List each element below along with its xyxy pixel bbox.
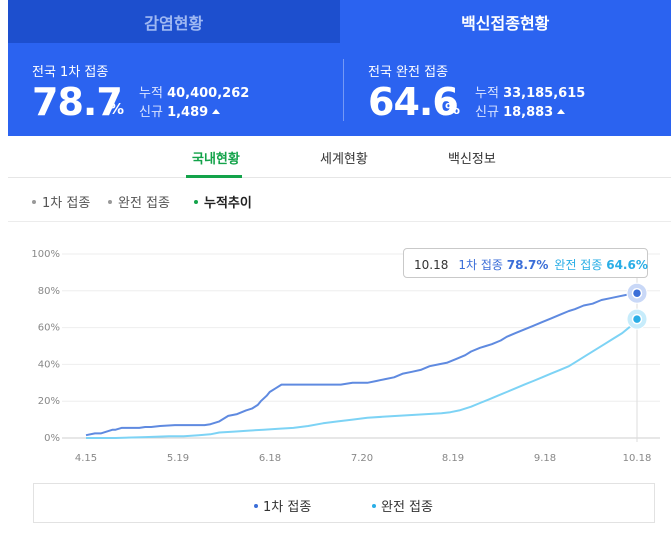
- legend-label: 완전 접종: [381, 500, 433, 515]
- first-dose-unit: %: [109, 100, 125, 118]
- vaccination-stats-panel: 전국 1차 접종 78.7 % 누적 40,400,262 신규 1,489 전…: [8, 43, 671, 136]
- filter-label: 완전 접종: [118, 196, 170, 211]
- increase-triangle-icon: [557, 109, 566, 114]
- chart-svg: 100% 80% 60% 40% 20% 0% 4.15 5.19 6.18 7.20 8.19 9.…: [31, 249, 660, 464]
- tooltip-date: 10.18: [414, 258, 449, 272]
- new-value: 1,489: [167, 105, 209, 120]
- x-tick-label: 5.19: [167, 453, 189, 464]
- tooltip-first-dose: 1차 접종 78.7%: [458, 258, 548, 272]
- new-label: 신규: [139, 105, 163, 120]
- legend-first-dose[interactable]: 1차 접종: [254, 496, 311, 515]
- subtab-active-underline: [186, 175, 242, 178]
- cumulative-label: 누적: [139, 86, 163, 101]
- sub-tab-bar: 국내현황 세계현황 백신정보: [8, 136, 671, 178]
- tooltip-first-value: 78.7%: [506, 258, 549, 272]
- tab-infection-status[interactable]: 감염현황: [8, 0, 340, 43]
- subtab-domestic[interactable]: 국내현황: [192, 152, 240, 167]
- full-dose-new: 신규 18,883: [475, 101, 566, 120]
- cumulative-value: 33,185,615: [503, 86, 586, 101]
- tooltip-full-dose: 완전 접종 64.6%: [554, 258, 647, 272]
- new-label: 신규: [475, 105, 499, 120]
- chart-tooltip: 10.18 1차 접종 78.7% 완전 접종 64.6%: [403, 248, 648, 278]
- legend-dot-icon: [372, 504, 376, 508]
- full-dose-cumulative: 누적 33,185,615: [475, 82, 585, 101]
- bullet-icon: [194, 200, 198, 204]
- first-dose-cumulative: 누적 40,400,262: [139, 82, 249, 101]
- legend-label: 1차 접종: [263, 500, 312, 515]
- full-dose-percent: 64.6: [368, 80, 459, 124]
- bullet-icon: [108, 200, 112, 204]
- chart-legend: 1차 접종 완전 접종: [33, 483, 655, 523]
- y-tick-label: 0%: [44, 433, 60, 444]
- tab-vaccination-status[interactable]: 백신접종현황: [339, 0, 671, 43]
- series-line-first-dose: [85, 292, 638, 437]
- vaccination-trend-chart: 100% 80% 60% 40% 20% 0% 4.15 5.19 6.18 7.20 8.19 9.…: [0, 222, 671, 472]
- filter-full-dose[interactable]: 완전 접종: [108, 192, 170, 211]
- tooltip-full-value: 64.6%: [606, 258, 648, 272]
- tooltip-first-label: 1차 접종: [458, 258, 503, 272]
- x-tick-label: 8.19: [442, 453, 464, 464]
- first-dose-percent: 78.7: [32, 80, 123, 124]
- bullet-icon: [32, 200, 36, 204]
- filter-label: 1차 접종: [42, 196, 91, 211]
- cumulative-value: 40,400,262: [167, 86, 250, 101]
- x-tick-label: 10.18: [623, 453, 652, 464]
- stats-divider: [343, 59, 344, 121]
- x-tick-label: 7.20: [351, 453, 373, 464]
- first-dose-label: 전국 1차 접종: [32, 65, 109, 80]
- tooltip-full-label: 완전 접종: [554, 258, 603, 272]
- x-tick-label: 9.18: [534, 453, 556, 464]
- legend-full-dose[interactable]: 완전 접종: [372, 496, 433, 515]
- subtab-world[interactable]: 세계현황: [320, 152, 368, 167]
- filter-cumulative-trend[interactable]: 누적추이: [194, 192, 252, 211]
- legend-dot-icon: [254, 504, 258, 508]
- filter-first-dose[interactable]: 1차 접종: [32, 192, 90, 211]
- series-line-full-dose: [86, 318, 638, 439]
- first-dose-new: 신규 1,489: [139, 101, 221, 120]
- increase-triangle-icon: [212, 109, 221, 114]
- y-tick-label: 20%: [38, 396, 60, 407]
- subtab-vaccine-info[interactable]: 백신정보: [448, 152, 496, 167]
- x-tick-label: 6.18: [259, 453, 281, 464]
- new-value: 18,883: [503, 105, 554, 120]
- y-tick-label: 60%: [38, 323, 60, 334]
- end-marker-point: [631, 287, 643, 299]
- full-dose-label: 전국 완전 접종: [368, 65, 449, 80]
- cumulative-label: 누적: [475, 86, 499, 101]
- end-marker-point: [631, 313, 643, 325]
- y-tick-label: 40%: [38, 359, 60, 370]
- tab-infection-label: 감염현황: [144, 13, 204, 33]
- y-tick-label: 100%: [31, 249, 60, 260]
- x-tick-label: 4.15: [75, 453, 97, 464]
- full-dose-unit: %: [445, 100, 461, 118]
- filter-label: 누적추이: [204, 196, 252, 211]
- top-tab-bar: 감염현황 백신접종현황: [8, 0, 671, 43]
- tab-vaccination-label: 백신접종현황: [461, 13, 550, 33]
- chart-filter-bar: 1차 접종 완전 접종 누적추이: [8, 178, 671, 222]
- y-tick-label: 80%: [38, 286, 60, 297]
